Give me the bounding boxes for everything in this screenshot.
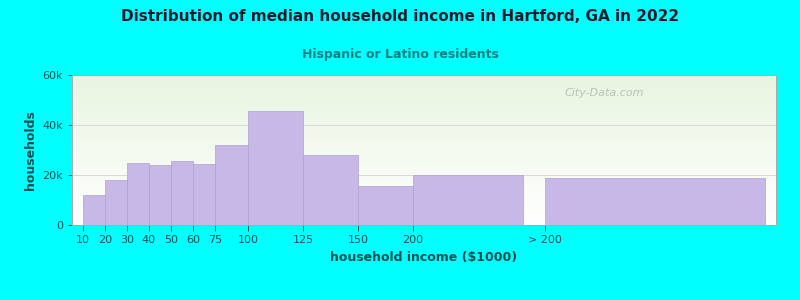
Bar xyxy=(215,145,248,225)
Bar xyxy=(149,165,171,225)
Bar xyxy=(127,163,149,225)
Bar xyxy=(83,195,105,225)
Text: Distribution of median household income in Hartford, GA in 2022: Distribution of median household income … xyxy=(121,9,679,24)
Bar xyxy=(105,180,127,225)
Bar xyxy=(413,175,523,225)
Bar xyxy=(248,111,303,225)
Text: City-Data.com: City-Data.com xyxy=(565,88,644,98)
Bar xyxy=(545,178,765,225)
X-axis label: household income ($1000): household income ($1000) xyxy=(330,251,518,264)
Bar xyxy=(358,186,413,225)
Bar xyxy=(193,164,215,225)
Bar xyxy=(303,155,358,225)
Bar xyxy=(171,161,193,225)
Text: Hispanic or Latino residents: Hispanic or Latino residents xyxy=(302,48,498,61)
Y-axis label: households: households xyxy=(24,110,37,190)
